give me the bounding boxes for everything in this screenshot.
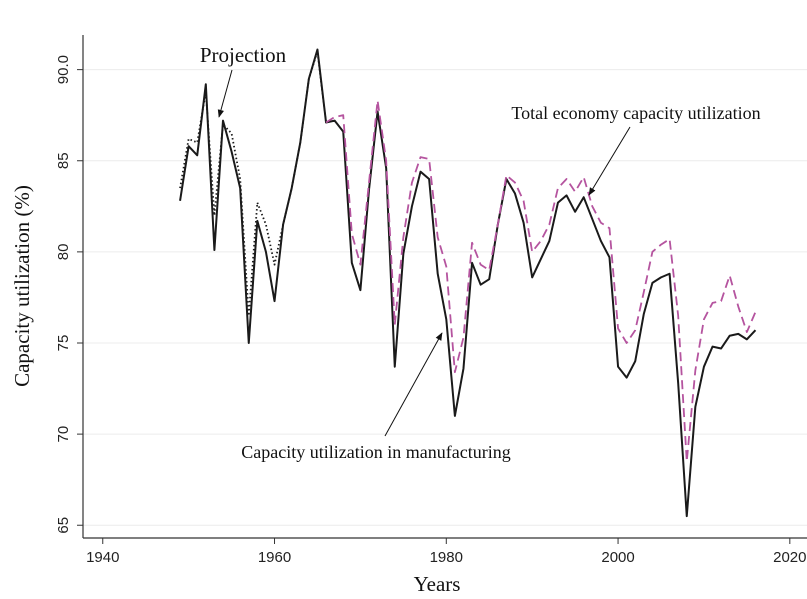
x-axis-title: Years xyxy=(414,572,461,596)
series-line xyxy=(325,99,757,463)
annotation: Projection xyxy=(200,43,287,67)
annotation-arrow xyxy=(588,126,631,196)
x-tick-label: 2020 xyxy=(773,549,806,566)
y-tick-label: 90.0 xyxy=(55,55,72,84)
annotation-arrow xyxy=(384,332,443,437)
x-tick-label: 1980 xyxy=(430,549,463,566)
y-axis-title: Capacity utilization (%) xyxy=(10,185,34,387)
annotation-arrow xyxy=(217,69,233,118)
y-tick-label: 75 xyxy=(55,335,72,352)
x-tick-label: 1960 xyxy=(258,549,291,566)
x-tick-label: 2000 xyxy=(601,549,634,566)
y-tick-label: 85 xyxy=(55,152,72,169)
annotation: Capacity utilization in manufacturing xyxy=(241,442,510,462)
annotation: Total economy capacity utilization xyxy=(511,103,760,123)
y-tick-label: 80 xyxy=(55,244,72,261)
y-tick-label: 70 xyxy=(55,426,72,443)
x-tick-label: 1940 xyxy=(86,549,119,566)
y-tick-label: 65 xyxy=(55,517,72,534)
series-line xyxy=(179,48,757,518)
